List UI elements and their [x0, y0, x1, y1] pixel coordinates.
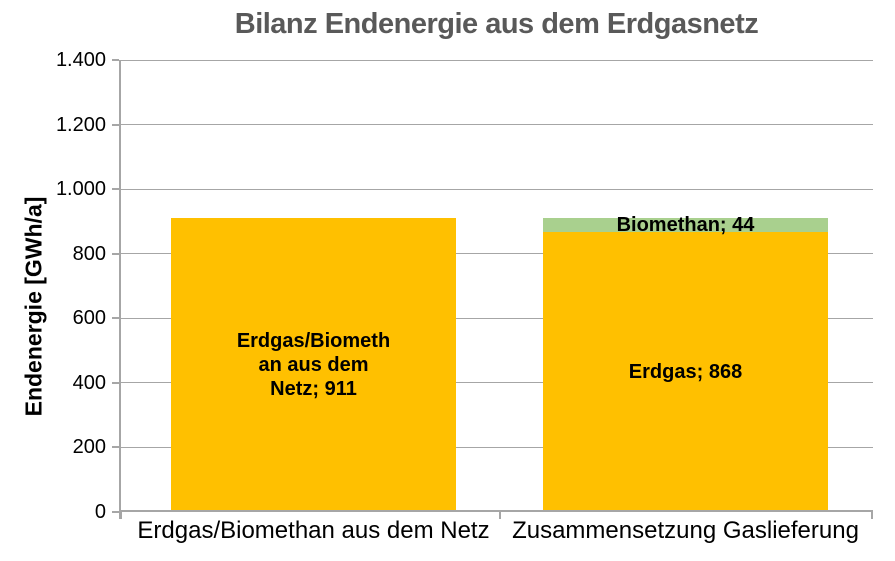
y-tick-label: 0	[94, 501, 106, 523]
chart-title: Bilanz Endenergie aus dem Erdgasnetz	[234, 8, 759, 40]
gridline	[120, 188, 873, 190]
gridline	[120, 59, 873, 61]
y-tick-label: 1.200	[55, 113, 106, 136]
gridline	[120, 446, 873, 448]
y-axis-line	[119, 60, 121, 519]
x-axis-tick	[120, 512, 122, 519]
x-axis-tick	[871, 512, 873, 519]
y-axis-tick	[112, 317, 119, 320]
bar-segment	[543, 231, 828, 512]
y-tick-label: 800	[72, 242, 106, 265]
y-tick-label: 200	[72, 436, 106, 459]
y-axis-tick	[112, 59, 119, 61]
bar-segment	[543, 217, 828, 232]
y-tick-label: 600	[72, 307, 106, 330]
y-axis-tick	[112, 381, 119, 384]
y-axis-tick	[112, 123, 119, 126]
plot-area: 0 200 400 600 800 1.000 1.200 1.400 Erdgas/Biome…	[56, 49, 873, 544]
y-tick-label: 400	[72, 371, 106, 394]
y-axis-tick	[112, 511, 119, 513]
x-axis-line	[120, 510, 873, 512]
category-label: Erdgas/Biomethan aus dem Netz	[137, 517, 490, 544]
category-label: Zusammensetzung Gaslieferung	[512, 517, 859, 544]
y-tick-label: 1.000	[55, 178, 106, 201]
gridline	[120, 253, 873, 255]
y-tick-label: 1.400	[55, 49, 106, 71]
x-axis-tick	[499, 512, 501, 519]
gridline	[120, 382, 873, 384]
gridline	[120, 317, 873, 319]
bar-segment	[171, 217, 456, 512]
y-axis-tick	[112, 188, 119, 191]
y-axis-tick	[112, 252, 119, 255]
gridline	[120, 124, 873, 126]
y-axis-tick	[112, 446, 119, 449]
